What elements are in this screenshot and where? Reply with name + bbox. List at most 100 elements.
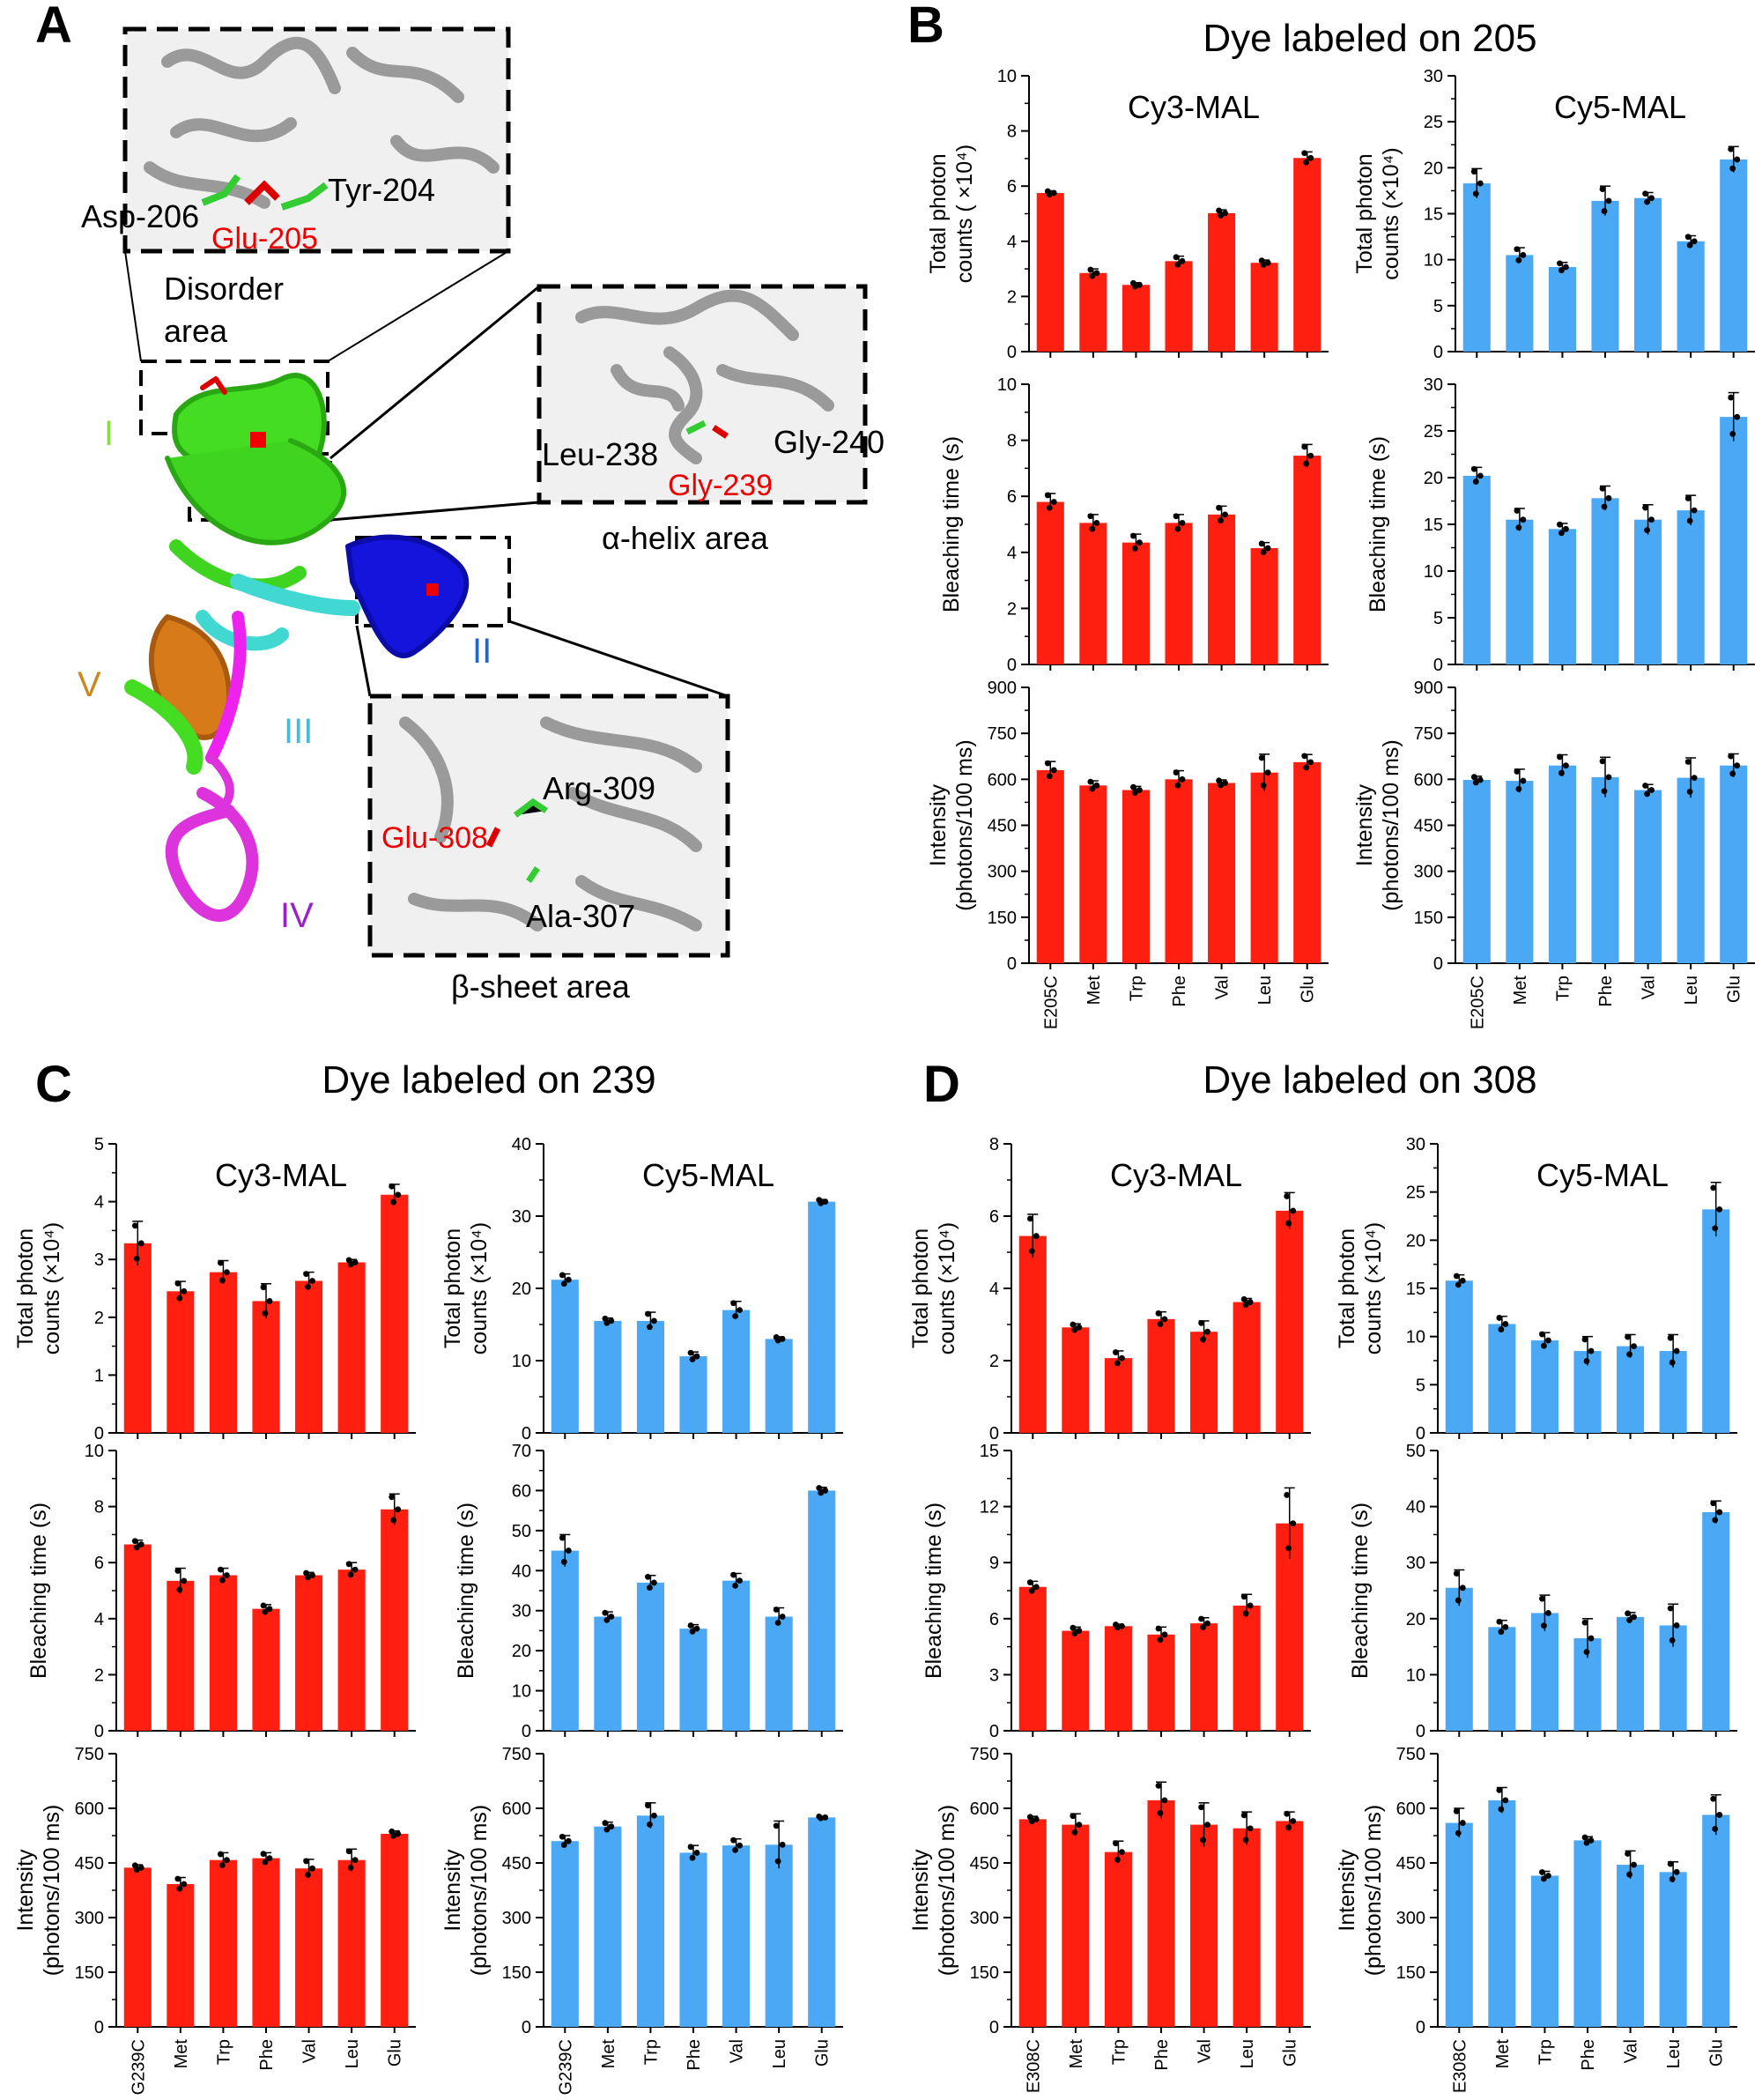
y-axis-label: (photons/100 ms) bbox=[1361, 1805, 1386, 1977]
data-point bbox=[1712, 1517, 1719, 1524]
label-sheet-area: β-sheet area bbox=[451, 968, 631, 1005]
data-point bbox=[224, 1269, 230, 1276]
data-point bbox=[1046, 773, 1053, 780]
data-point bbox=[1290, 1818, 1297, 1824]
data-point bbox=[390, 1832, 397, 1839]
bar bbox=[679, 1852, 707, 2027]
data-point bbox=[176, 1586, 183, 1593]
data-point bbox=[1161, 1316, 1168, 1323]
data-point bbox=[1558, 530, 1565, 537]
domain-label-4: IV bbox=[280, 896, 314, 935]
connector-sheet-left bbox=[355, 625, 372, 697]
data-point bbox=[1258, 540, 1265, 547]
data-point bbox=[181, 1881, 188, 1888]
data-point bbox=[347, 1261, 354, 1268]
data-point bbox=[1728, 394, 1735, 401]
bar bbox=[1488, 1799, 1516, 2027]
data-point bbox=[1260, 549, 1267, 555]
y-tick-label: 6 bbox=[1007, 177, 1017, 197]
data-point bbox=[1301, 150, 1308, 157]
bar bbox=[1548, 765, 1576, 963]
y-tick-label: 4 bbox=[94, 1193, 104, 1213]
bar bbox=[1250, 548, 1278, 664]
bar bbox=[1208, 212, 1236, 352]
data-point bbox=[1033, 1233, 1040, 1239]
data-point bbox=[1472, 779, 1479, 786]
y-axis-label: (photons/100 ms) bbox=[952, 739, 977, 911]
bar bbox=[594, 1826, 622, 2027]
data-point bbox=[1285, 1545, 1292, 1552]
data-point bbox=[1539, 1331, 1545, 1338]
bar bbox=[1617, 1865, 1645, 2027]
data-point bbox=[565, 1837, 572, 1844]
x-tick-label: Met bbox=[1085, 976, 1104, 1005]
data-point bbox=[174, 1875, 181, 1882]
y-axis-label: counts (×10⁴) bbox=[40, 1222, 64, 1354]
y-tick-label: 0 bbox=[522, 2018, 531, 2037]
data-point bbox=[737, 1842, 743, 1849]
y-axis-label: Bleaching time (s) bbox=[454, 1503, 478, 1679]
bar bbox=[808, 1201, 836, 1433]
y-tick-label: 20 bbox=[1406, 1231, 1425, 1250]
data-point bbox=[1290, 1520, 1297, 1527]
data-point bbox=[822, 1488, 829, 1494]
data-point bbox=[1734, 762, 1741, 769]
y-tick-label: 4 bbox=[94, 1610, 104, 1629]
data-point bbox=[608, 1823, 615, 1830]
data-point bbox=[1514, 246, 1521, 253]
data-point bbox=[1520, 516, 1527, 523]
y-tick-label: 0 bbox=[1007, 954, 1017, 974]
data-point bbox=[730, 1300, 737, 1307]
y-tick-label: 5 bbox=[94, 1135, 104, 1154]
data-point bbox=[773, 1607, 780, 1613]
bar bbox=[1462, 183, 1491, 352]
bar bbox=[594, 1616, 622, 1731]
data-point bbox=[1264, 769, 1271, 776]
data-point bbox=[1669, 1636, 1676, 1644]
asp206-sidechain bbox=[201, 174, 241, 206]
bar bbox=[1677, 510, 1705, 664]
y-tick-label: 750 bbox=[1414, 724, 1443, 744]
data-point bbox=[1558, 769, 1565, 776]
bar bbox=[337, 1859, 366, 2027]
data-point bbox=[133, 1544, 140, 1551]
data-point bbox=[1729, 165, 1736, 172]
data-point bbox=[1515, 256, 1522, 263]
label-leu238: Leu-238 bbox=[542, 436, 658, 472]
data-point bbox=[603, 1826, 611, 1833]
y-tick-label: 0 bbox=[94, 2018, 104, 2037]
y-tick-label: 150 bbox=[502, 1963, 531, 1983]
bar bbox=[679, 1356, 707, 1433]
data-point bbox=[1470, 774, 1477, 781]
data-point bbox=[1728, 753, 1735, 760]
data-point bbox=[345, 1561, 352, 1568]
data-point bbox=[1648, 195, 1655, 202]
data-point bbox=[305, 1574, 311, 1581]
data-point bbox=[1071, 1829, 1078, 1836]
bar bbox=[1147, 1318, 1175, 1433]
x-tick-label: Phe bbox=[1152, 2039, 1172, 2071]
protein-cartoon bbox=[124, 373, 470, 922]
y-tick-label: 10 bbox=[1424, 562, 1443, 582]
y-axis-label: Intensity bbox=[13, 1849, 38, 1932]
x-tick-label: Trp bbox=[1109, 2039, 1129, 2065]
data-point bbox=[1557, 753, 1563, 761]
y-tick-label: 0 bbox=[1416, 1722, 1425, 1741]
y-tick-label: 10 bbox=[1406, 1328, 1425, 1347]
bar bbox=[808, 1817, 836, 2027]
data-point bbox=[1520, 252, 1527, 258]
y-tick-label: 25 bbox=[1424, 422, 1443, 442]
data-point bbox=[1581, 1834, 1588, 1841]
data-point bbox=[1093, 270, 1100, 277]
data-point bbox=[1093, 520, 1100, 526]
y-tick-label: 3 bbox=[94, 1250, 104, 1270]
data-point bbox=[1563, 762, 1569, 769]
data-point bbox=[1136, 539, 1143, 546]
data-point bbox=[347, 1571, 354, 1578]
y-tick-label: 2 bbox=[1007, 599, 1017, 619]
data-point bbox=[1113, 1349, 1119, 1355]
bar bbox=[381, 1509, 409, 1731]
data-point bbox=[1179, 520, 1186, 526]
bar bbox=[1720, 765, 1748, 963]
bar bbox=[765, 1844, 793, 2027]
